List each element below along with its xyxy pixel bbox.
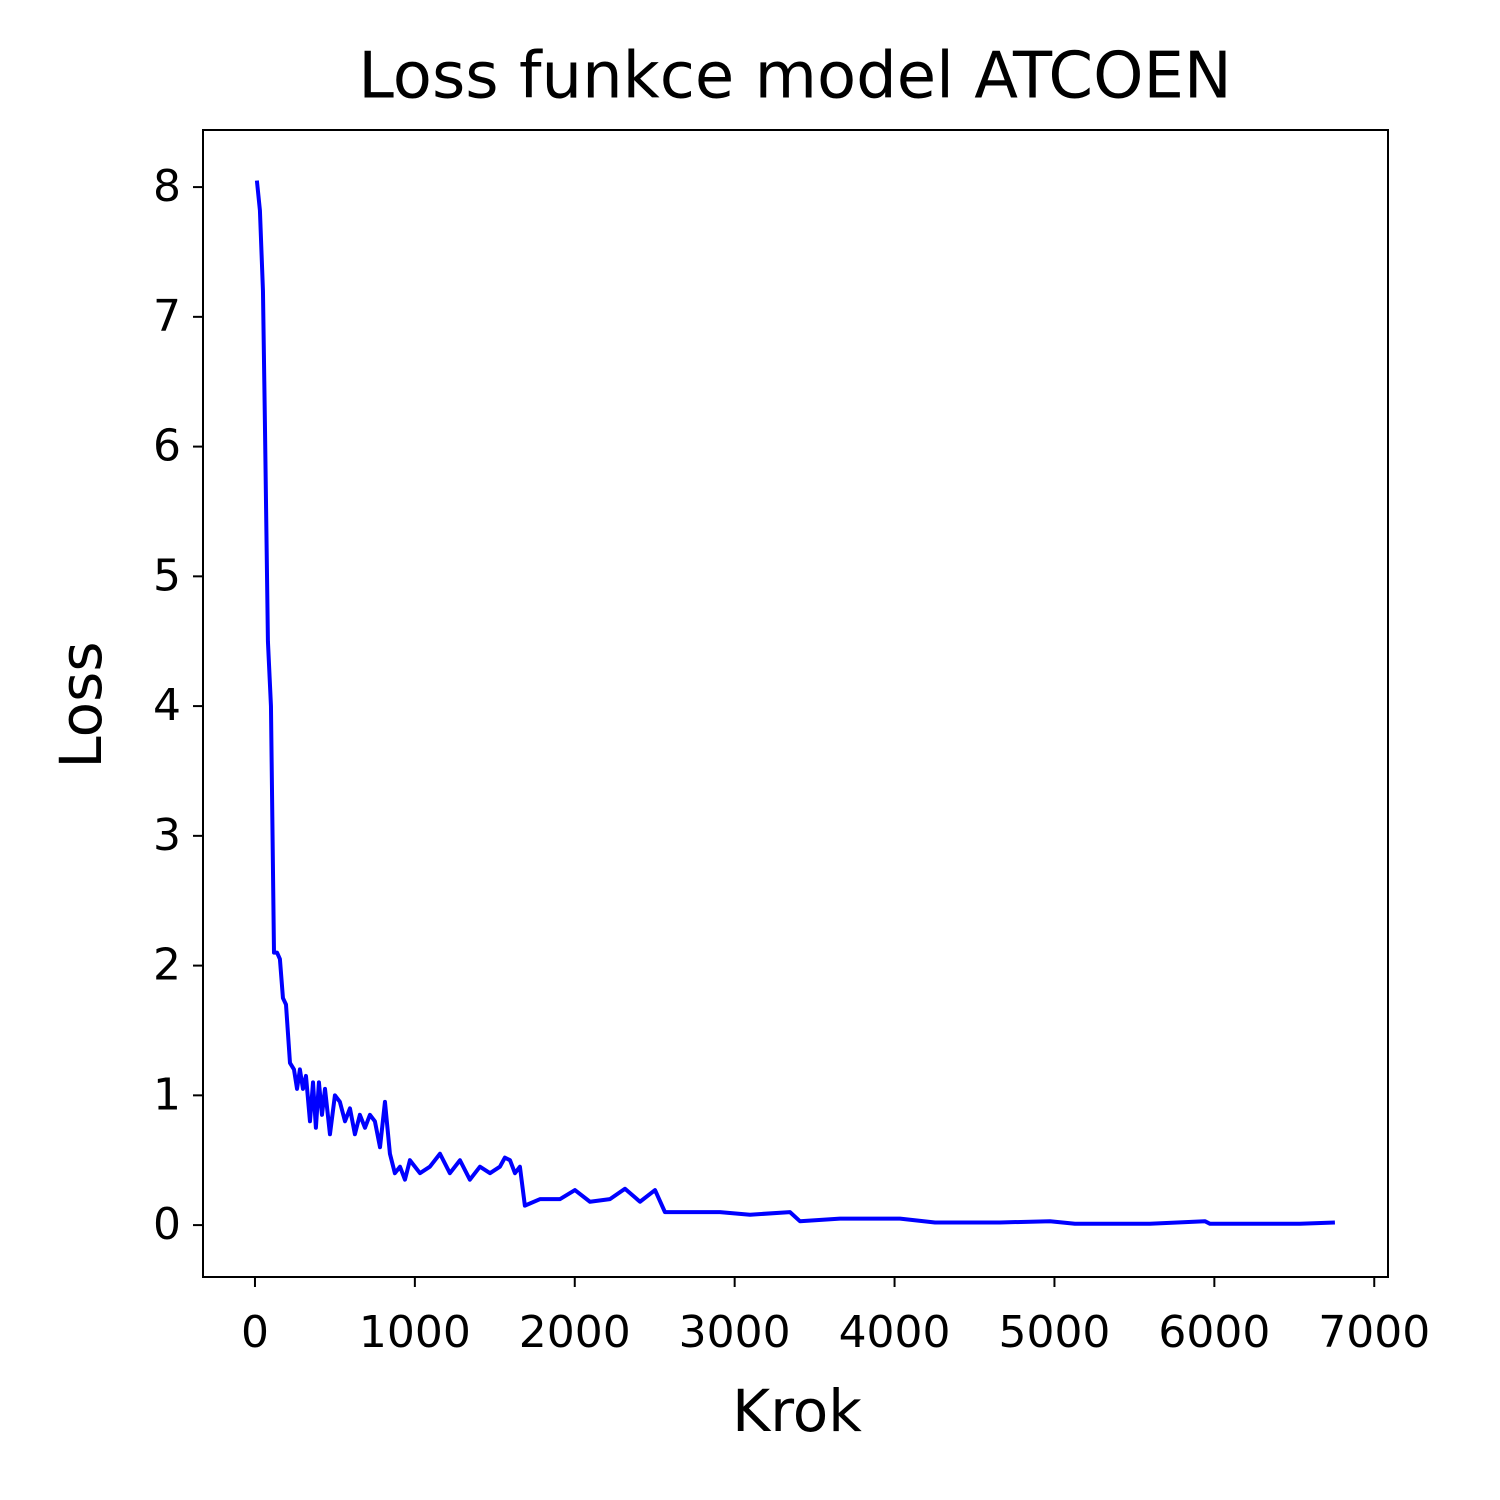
x-tick-label: 6000 — [1158, 1307, 1270, 1358]
x-tick-label: 5000 — [998, 1307, 1110, 1358]
x-tick-label: 0 — [241, 1307, 269, 1358]
chart-title: Loss funkce model ATCOEN — [358, 40, 1232, 114]
plot-frame — [202, 129, 1389, 1278]
y-tick-label: 4 — [153, 680, 181, 731]
x-tick-label: 3000 — [679, 1307, 791, 1358]
y-tick-label: 2 — [153, 940, 181, 991]
x-tick-label: 7000 — [1318, 1307, 1430, 1358]
x-axis-label: Krok — [732, 1377, 862, 1445]
x-tick-label: 1000 — [359, 1307, 471, 1358]
y-axis-label: Loss — [47, 641, 115, 768]
x-tick-label: 4000 — [839, 1307, 951, 1358]
y-tick-label: 0 — [153, 1199, 181, 1250]
y-tick-label: 6 — [153, 421, 181, 472]
y-tick-label: 7 — [153, 291, 181, 342]
y-tick-label: 1 — [153, 1069, 181, 1120]
y-tick-label: 5 — [153, 550, 181, 601]
loss-line — [254, 180, 1335, 1226]
y-tick-label: 8 — [153, 161, 181, 212]
y-tick-label: 3 — [153, 810, 181, 861]
x-tick-label: 2000 — [519, 1307, 631, 1358]
